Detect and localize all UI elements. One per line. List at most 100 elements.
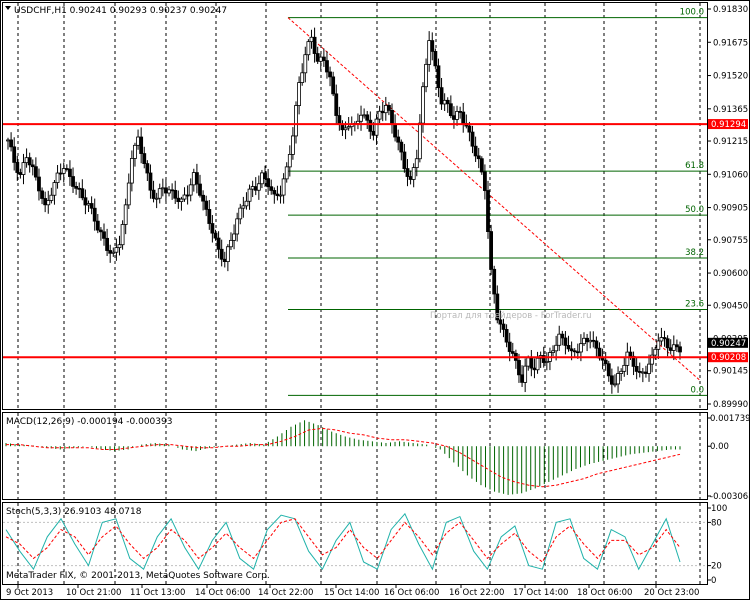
stoch-tick-label: 0 (711, 576, 716, 586)
candle-body (24, 157, 29, 164)
candle-body (129, 158, 134, 184)
candle-body (591, 339, 596, 342)
candle-body (6, 139, 10, 142)
candle-body (191, 172, 196, 186)
candle-body (213, 232, 218, 239)
price-tick-label: 0.90905 (713, 204, 748, 214)
candle-body (517, 360, 521, 376)
macd-signal-line (6, 427, 681, 488)
price-tick-label: 0.91365 (713, 105, 748, 115)
candle-body (334, 93, 339, 116)
candle-body (579, 343, 583, 353)
candle-body (99, 229, 103, 233)
candle-body (535, 357, 540, 371)
stochastic-panel[interactable]: Stoch(5,3,3) 26.9103 48.0718 MetaTrader … (2, 502, 708, 585)
candle-body (470, 131, 475, 147)
price-panel[interactable]: 100.0 61.8 50.0 38.2 23.6 0.0 Портал для трей… (2, 2, 708, 410)
time-tick-label: 18 Oct 06:00 (577, 588, 632, 598)
stoch-title: Stoch(5,3,3) 26.9103 48.0718 (6, 507, 142, 517)
candle-body (86, 203, 91, 206)
candle-body (390, 109, 394, 125)
candle-body (43, 198, 48, 206)
candle-body (371, 130, 376, 136)
candle-body (46, 200, 51, 206)
macd-panel[interactable]: MACD(12,26,9) -0.000194 -0.000393 (2, 412, 708, 500)
time-axis: 9 Oct 2013 10 Oct 21:00 11 Oct 13:00 14 Oct… (6, 584, 699, 598)
candle-body (15, 162, 20, 173)
price-tick-label: 0.90755 (713, 236, 748, 246)
watermark-text: Портал для трейдеров - ForTrader.ru (430, 311, 592, 321)
candle-body (523, 365, 528, 383)
candle-body (585, 337, 589, 343)
candle-body (303, 54, 308, 74)
candle-body (148, 172, 153, 191)
macd-grid (17, 413, 701, 499)
candle-body (613, 383, 617, 386)
candle-body (164, 187, 168, 194)
candle-body (176, 197, 181, 203)
candle-body (359, 114, 363, 122)
price-tick-label: 0.91830 (713, 5, 748, 15)
candle-body (433, 51, 438, 67)
candle-body (241, 205, 246, 209)
candle-body (52, 182, 57, 196)
candle-body (510, 351, 515, 354)
chart-menu-arrow-icon[interactable] (5, 6, 11, 10)
candle-body (291, 135, 295, 155)
candle-body (309, 36, 314, 43)
price-tick-label: 0.90145 (713, 367, 748, 377)
fibo-level-label: 0.0 (690, 385, 704, 395)
candle-body (337, 115, 342, 125)
candle-body (201, 194, 205, 202)
horizontal-lines[interactable] (3, 123, 707, 359)
stoch-grid (3, 503, 707, 584)
candle-body (628, 351, 633, 357)
candle-body (92, 207, 97, 222)
time-tick-label: 10 Oct 21:00 (66, 588, 121, 598)
price-tick-label: 0.90600 (713, 269, 748, 279)
candle-body (439, 87, 444, 105)
stoch-panel-border (2, 502, 708, 585)
candle-body (74, 186, 79, 189)
candle-body (185, 194, 190, 197)
candle-body (575, 351, 580, 354)
candle-body (486, 190, 490, 232)
candle-body (89, 203, 94, 209)
candle-body (278, 194, 283, 197)
stoch-main-line (5, 512, 681, 571)
fibonacci-retracement[interactable]: 100.0 61.8 50.0 38.2 23.6 0.0 (287, 8, 707, 396)
candle-body (483, 171, 487, 191)
candle-body (557, 333, 562, 346)
candle-body (374, 118, 379, 136)
candle-body (572, 350, 577, 353)
candle-body (387, 104, 391, 111)
candle-body (145, 163, 150, 174)
time-tick-label: 14 Oct 22:00 (258, 588, 313, 598)
candle-body (30, 164, 35, 168)
candle-body (284, 166, 289, 180)
candle-body (256, 183, 261, 191)
candle-body (33, 166, 38, 178)
candle-body (662, 337, 667, 340)
candle-body (656, 340, 661, 350)
fibo-trend-line (287, 17, 701, 381)
candle-body (455, 111, 459, 120)
candle-body (216, 237, 221, 250)
candle-body (492, 268, 497, 295)
candle-body (77, 187, 82, 190)
candle-body (479, 158, 484, 173)
current-price-bg (708, 337, 748, 348)
candle-body (173, 189, 178, 199)
price-tick-label: 0.91215 (713, 137, 748, 147)
price-line-label: 0.91294 (711, 120, 746, 130)
candle-body (600, 357, 605, 361)
price-tick-label: 0.91520 (713, 72, 748, 82)
candle-body (365, 114, 370, 121)
candle-body (405, 168, 410, 177)
candle-body (495, 293, 500, 321)
candle-body (566, 345, 571, 350)
candle-body (346, 126, 351, 129)
candle-body (532, 367, 537, 371)
